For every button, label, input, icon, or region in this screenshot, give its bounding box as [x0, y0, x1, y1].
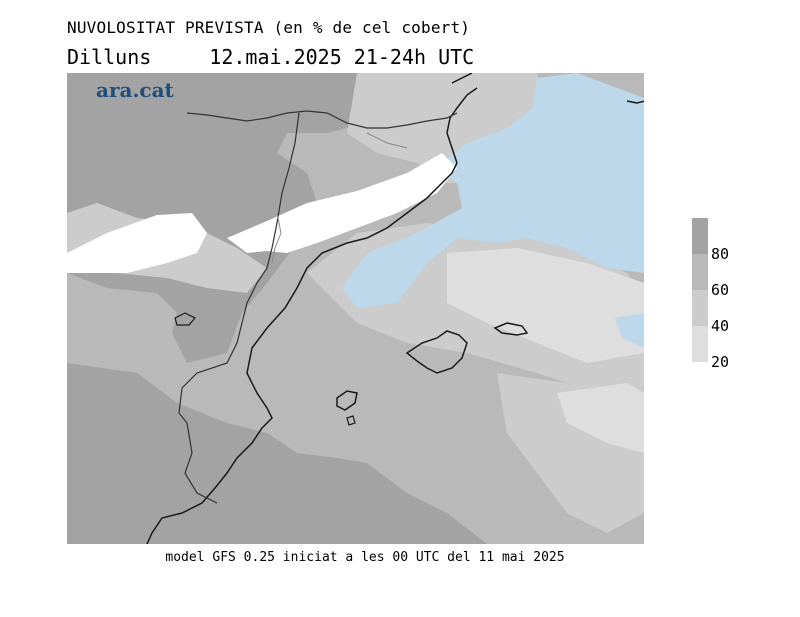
- clear-sky-sea: [342, 73, 644, 308]
- island-menorca: [493, 322, 529, 336]
- legend-label-60: 60: [711, 281, 730, 299]
- color-legend: [692, 218, 708, 362]
- cloud-20-east: [447, 248, 644, 363]
- forecast-day: Dilluns: [67, 45, 152, 69]
- clear-sky-band: [227, 153, 457, 253]
- forecast-datetime: 12.mai.2025 21-24h UTC: [209, 45, 475, 69]
- cloud-20-southeast: [557, 383, 644, 453]
- legend-label-40: 40: [711, 317, 730, 335]
- cloud-80-south: [67, 363, 487, 544]
- legend-swatch-40-60: [692, 290, 708, 326]
- legend-label-20: 20: [711, 353, 730, 371]
- island-mallorca: [405, 330, 468, 374]
- island-ibiza: [336, 390, 358, 411]
- legend-swatch-20-40: [692, 326, 708, 362]
- coastline: [146, 73, 644, 544]
- ara-cat-logo: ara.cat: [96, 78, 174, 102]
- cloud-80-west: [67, 73, 327, 363]
- border-line: [186, 110, 458, 129]
- border-line-regional: [178, 112, 300, 504]
- island-formentera: [346, 415, 356, 426]
- map-title: NUVOLOSITAT PREVISTA (en % de cel cobert…: [67, 18, 471, 37]
- border-line-inner: [271, 132, 408, 264]
- clear-sky-patch: [615, 313, 644, 348]
- cloud-cover-map: [67, 73, 644, 544]
- legend-swatch-80-plus: [692, 218, 708, 254]
- model-info: model GFS 0.25 iniciat a les 00 UTC del …: [165, 550, 565, 565]
- coast-detail: [174, 312, 196, 326]
- legend-swatch-60-80: [692, 254, 708, 290]
- coastline-north: [446, 87, 478, 164]
- map-subtitle: Dilluns 12.mai.2025 21-24h UTC: [67, 45, 474, 69]
- clear-sky-west: [67, 213, 207, 273]
- legend-label-80: 80: [711, 245, 730, 263]
